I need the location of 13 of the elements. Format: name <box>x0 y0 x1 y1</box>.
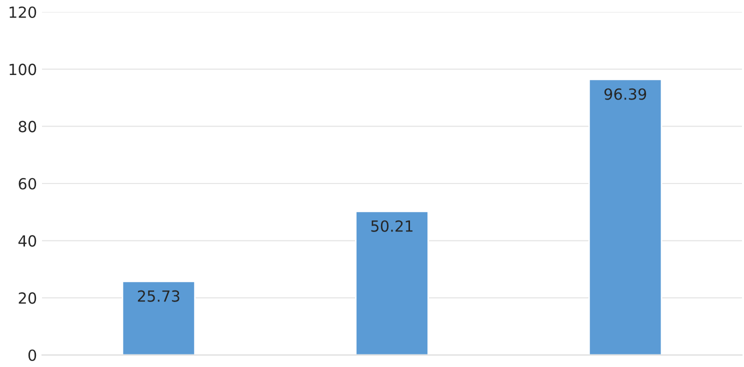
y-tick-label: 20 <box>18 292 36 304</box>
y-tick-label: 40 <box>18 235 36 247</box>
data-label: 50.21 <box>371 220 412 232</box>
y-tick-label: 0 <box>28 349 36 362</box>
data-label: 96.39 <box>604 88 646 100</box>
data-label: 25.73 <box>138 290 180 302</box>
bar <box>588 78 662 355</box>
y-tick-label: 100 <box>10 64 36 76</box>
bar <box>122 280 196 355</box>
y-tick-label: 120 <box>10 6 36 18</box>
y-tick-label: 60 <box>18 178 36 190</box>
bar <box>355 210 429 355</box>
y-tick-label: 80 <box>18 120 36 132</box>
